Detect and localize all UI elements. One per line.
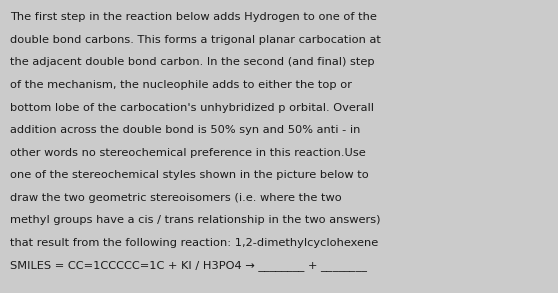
- Text: double bond carbons. This forms a trigonal planar carbocation at: double bond carbons. This forms a trigon…: [10, 35, 381, 45]
- Text: of the mechanism, the nucleophile adds to either the top or: of the mechanism, the nucleophile adds t…: [10, 80, 352, 90]
- Text: The first step in the reaction below adds Hydrogen to one of the: The first step in the reaction below add…: [10, 12, 377, 22]
- Text: draw the two geometric stereoisomers (i.e. where the two: draw the two geometric stereoisomers (i.…: [10, 193, 342, 203]
- Text: SMILES = CC=1CCCCC=1C + KI / H3PO4 → ________ + ________: SMILES = CC=1CCCCC=1C + KI / H3PO4 → ___…: [10, 260, 367, 271]
- Text: methyl groups have a cis / trans relationship in the two answers): methyl groups have a cis / trans relatio…: [10, 215, 381, 225]
- Text: addition across the double bond is 50% syn and 50% anti - in: addition across the double bond is 50% s…: [10, 125, 360, 135]
- Text: the adjacent double bond carbon. In the second (and final) step: the adjacent double bond carbon. In the …: [10, 57, 374, 67]
- Text: one of the stereochemical styles shown in the picture below to: one of the stereochemical styles shown i…: [10, 170, 369, 180]
- Text: bottom lobe of the carbocation's unhybridized p orbital. Overall: bottom lobe of the carbocation's unhybri…: [10, 103, 374, 113]
- Text: that result from the following reaction: 1,2-dimethylcyclohexene: that result from the following reaction:…: [10, 238, 378, 248]
- Text: other words no stereochemical preference in this reaction.Use: other words no stereochemical preference…: [10, 148, 366, 158]
